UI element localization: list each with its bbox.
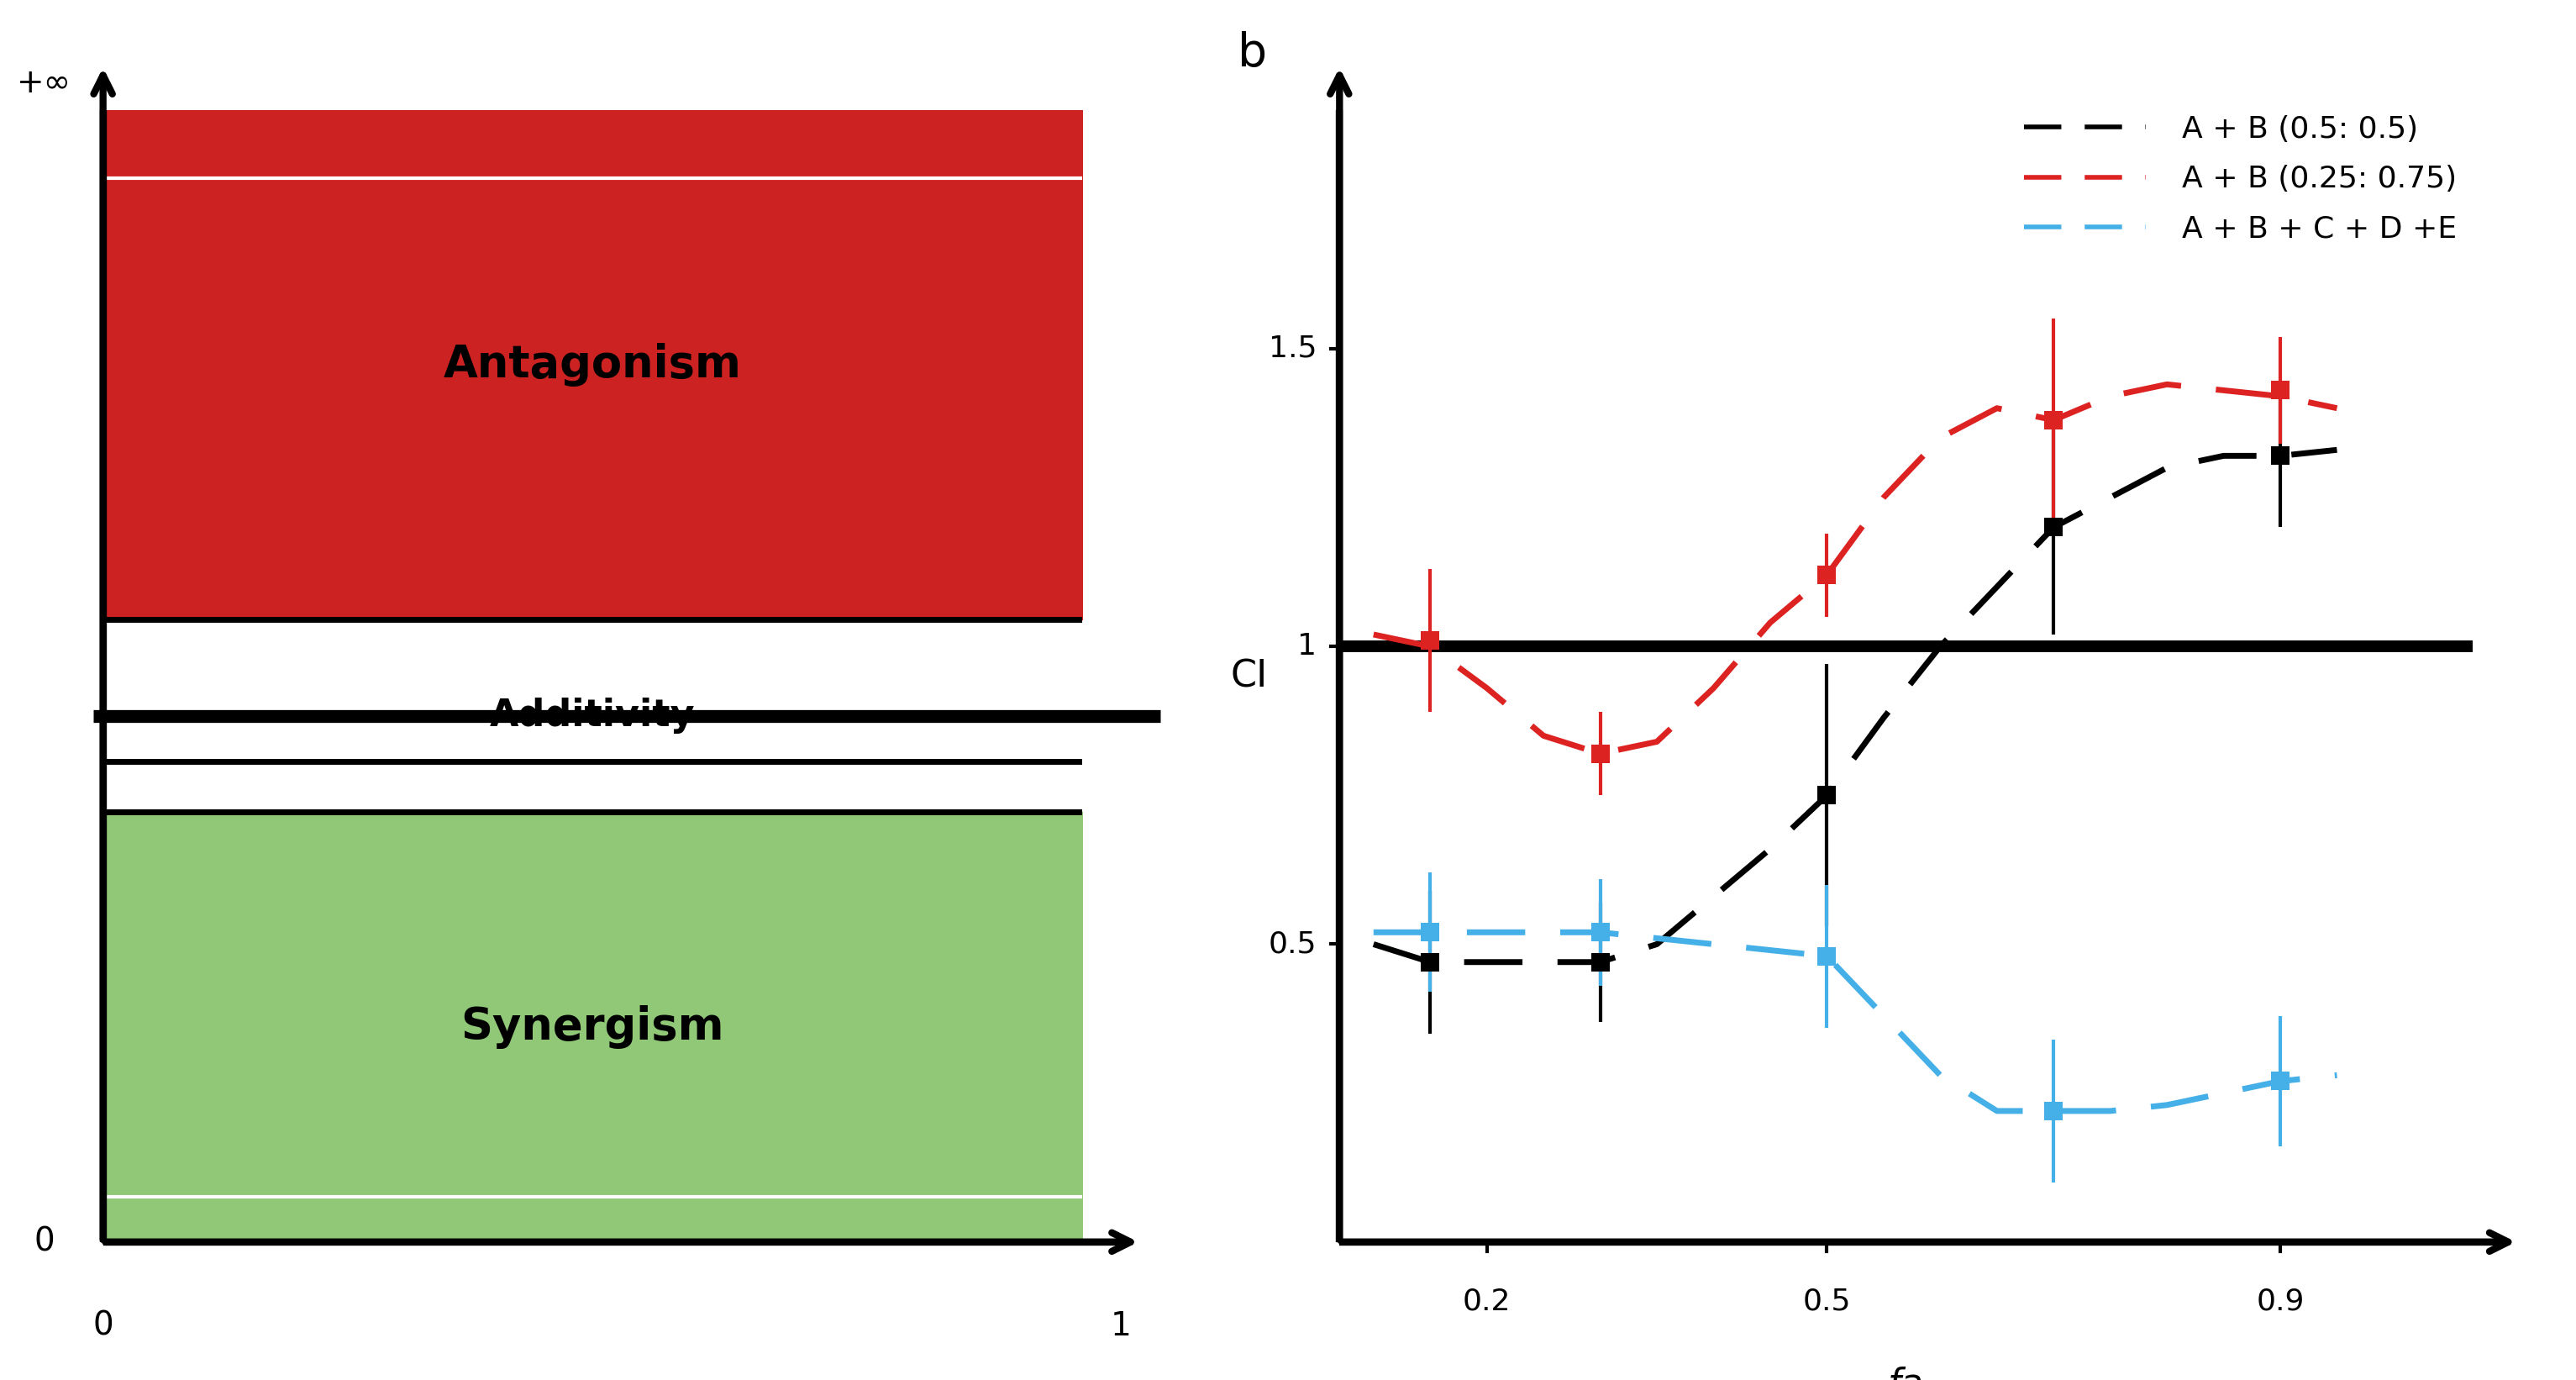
Text: 0.2: 0.2 (1463, 1288, 1512, 1317)
Legend: A + B (0.5: 0.5), A + B (0.25: 0.75), A + B + C + D +E: A + B (0.5: 0.5), A + B (0.25: 0.75), A … (2012, 104, 2470, 255)
Text: b: b (1236, 32, 1267, 76)
Text: 0.9: 0.9 (2257, 1288, 2306, 1317)
Text: 1: 1 (1298, 632, 1316, 661)
Text: 0: 0 (33, 1225, 54, 1259)
Text: 1: 1 (1110, 1310, 1131, 1341)
Text: +∞: +∞ (18, 68, 72, 99)
Text: 0.5: 0.5 (1267, 930, 1316, 959)
Text: CI: CI (1231, 658, 1267, 694)
Text: fa: fa (1888, 1366, 1924, 1380)
Text: CI: CI (0, 658, 5, 694)
Text: Additivity: Additivity (489, 698, 696, 734)
Text: Synergism: Synergism (461, 1005, 724, 1049)
Text: 0: 0 (93, 1310, 113, 1341)
Text: Antagonism: Antagonism (443, 344, 742, 386)
Text: 0.5: 0.5 (1803, 1288, 1852, 1317)
Text: 1.5: 1.5 (1267, 334, 1316, 363)
